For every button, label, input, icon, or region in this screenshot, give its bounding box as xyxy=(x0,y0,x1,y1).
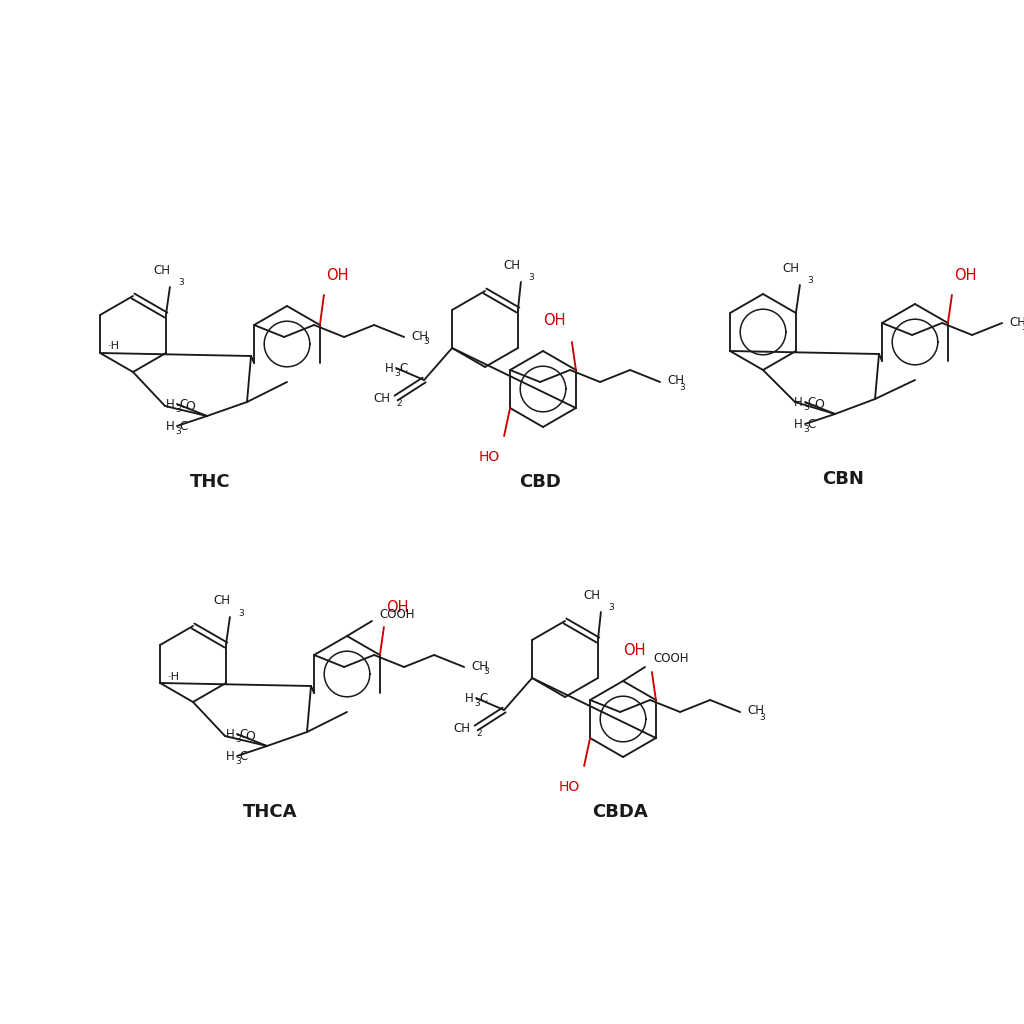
Text: C: C xyxy=(479,691,487,705)
Text: 3: 3 xyxy=(423,338,429,346)
Text: CH: CH xyxy=(213,594,230,607)
Text: C: C xyxy=(240,727,248,740)
Text: CH: CH xyxy=(471,659,488,673)
Text: 3: 3 xyxy=(483,668,488,677)
Text: 3: 3 xyxy=(804,403,809,412)
Text: 3: 3 xyxy=(238,608,244,617)
Text: C: C xyxy=(399,361,408,375)
Text: 3: 3 xyxy=(394,369,400,378)
Text: C: C xyxy=(180,397,188,411)
Text: H: H xyxy=(795,418,803,430)
Text: COOH: COOH xyxy=(653,652,688,666)
Text: C: C xyxy=(808,395,816,409)
Text: CH: CH xyxy=(373,392,390,406)
Text: OH: OH xyxy=(326,268,348,283)
Text: 3: 3 xyxy=(236,757,242,766)
Text: 3: 3 xyxy=(236,735,242,744)
Text: H: H xyxy=(166,420,175,432)
Text: H: H xyxy=(465,691,474,705)
Text: CH: CH xyxy=(153,264,170,278)
Text: CH: CH xyxy=(453,723,470,735)
Text: 3: 3 xyxy=(1021,324,1024,333)
Text: 3: 3 xyxy=(807,276,813,286)
Text: O: O xyxy=(245,730,255,743)
Text: HO: HO xyxy=(479,450,500,464)
Text: H: H xyxy=(226,727,234,740)
Text: ·H: ·H xyxy=(168,672,180,682)
Text: CH: CH xyxy=(782,262,799,275)
Text: CH: CH xyxy=(667,375,684,387)
Text: H: H xyxy=(166,397,175,411)
Text: 3: 3 xyxy=(759,713,765,722)
Text: THC: THC xyxy=(189,473,230,490)
Text: 3: 3 xyxy=(474,699,480,708)
Text: COOH: COOH xyxy=(379,607,415,621)
Text: 2: 2 xyxy=(476,729,482,738)
Text: C: C xyxy=(240,750,248,763)
Text: CH: CH xyxy=(748,705,764,718)
Text: OH: OH xyxy=(954,268,977,283)
Text: 3: 3 xyxy=(679,383,685,391)
Text: 3: 3 xyxy=(178,279,183,288)
Text: CH: CH xyxy=(411,330,428,342)
Text: CBDA: CBDA xyxy=(592,803,648,821)
Text: 3: 3 xyxy=(608,603,613,612)
Text: O: O xyxy=(185,400,195,414)
Text: CH: CH xyxy=(583,589,600,602)
Text: CH: CH xyxy=(1009,315,1024,329)
Text: C: C xyxy=(808,418,816,430)
Text: CBD: CBD xyxy=(519,473,561,490)
Text: C: C xyxy=(180,420,188,432)
Text: 3: 3 xyxy=(175,427,181,436)
Text: H: H xyxy=(795,395,803,409)
Text: THCA: THCA xyxy=(243,803,297,821)
Text: ·H: ·H xyxy=(109,341,120,351)
Text: H: H xyxy=(226,750,234,763)
Text: OH: OH xyxy=(624,643,646,658)
Text: CBN: CBN xyxy=(822,470,864,488)
Text: OH: OH xyxy=(544,313,566,328)
Text: HO: HO xyxy=(559,780,580,794)
Text: H: H xyxy=(385,361,394,375)
Text: OH: OH xyxy=(386,600,409,615)
Text: O: O xyxy=(814,397,824,411)
Text: 3: 3 xyxy=(175,406,181,414)
Text: 2: 2 xyxy=(396,399,402,409)
Text: CH: CH xyxy=(503,259,520,272)
Text: 3: 3 xyxy=(528,273,534,283)
Text: 3: 3 xyxy=(804,425,809,434)
